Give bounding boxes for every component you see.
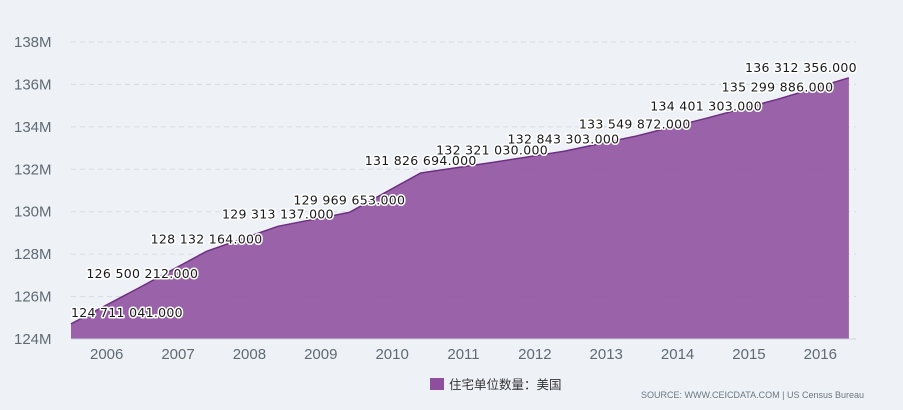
y-tick-label: 134M [14,119,52,136]
data-label: 136 312 356.000 [745,60,857,75]
data-label: 132 843 303.000 [507,131,619,146]
y-tick-label: 136M [14,76,52,93]
data-label: 132 321 030.000 [436,142,548,157]
data-label: 124 711 041.000 [71,305,183,320]
data-label: 129 969 653.000 [293,192,405,207]
y-tick-label: 132M [14,161,52,178]
data-label: 129 313 137.000 [222,206,334,221]
data-label: 131 826 694.000 [365,153,477,168]
x-tick-label: 2007 [161,346,194,363]
x-tick-label: 2009 [304,346,337,363]
y-tick-label: 130M [14,204,52,221]
x-axis-ticks: 2006 2007 2008 2009 2010 2011 2012 2013 2014 2015… [90,346,837,363]
area-series-outline [70,77,850,325]
x-tick-label: 2011 [447,346,479,363]
y-axis-ticks: 124M 126M 128M 130M 132M 134M 136M 138M [14,34,52,348]
data-label: 135 299 886.000 [722,79,834,94]
y-tick-label: 124M [14,331,52,348]
data-label: 128 132 164.000 [151,231,263,246]
y-tick-label: 128M [14,246,52,263]
data-labels: 124 711 041.000 126 500 212.000 128 132 16… [70,58,859,321]
x-tick-label: 2014 [661,346,694,363]
legend-label: 住宅单位数量：美国 [449,377,562,392]
source-note: SOURCE: WWW.CEICDATA.COM | US Census Bur… [641,390,864,400]
y-tick-label: 138M [14,34,52,51]
data-label: 126 500 212.000 [86,266,198,281]
x-tick-label: 2016 [804,346,837,363]
legend[interactable]: 住宅单位数量：美国 [430,377,562,392]
x-tick-label: 2015 [732,346,765,363]
y-tick-label: 126M [14,289,52,306]
x-tick-label: 2013 [590,346,623,363]
x-tick-label: 2006 [90,346,123,363]
x-tick-label: 2010 [375,346,408,363]
x-tick-label: 2012 [518,346,551,363]
legend-swatch [430,378,444,390]
area-series [71,77,849,340]
data-label: 134 401 303.000 [650,98,762,113]
x-tick-label: 2008 [233,346,266,363]
data-label: 133 549 872.000 [579,116,691,131]
